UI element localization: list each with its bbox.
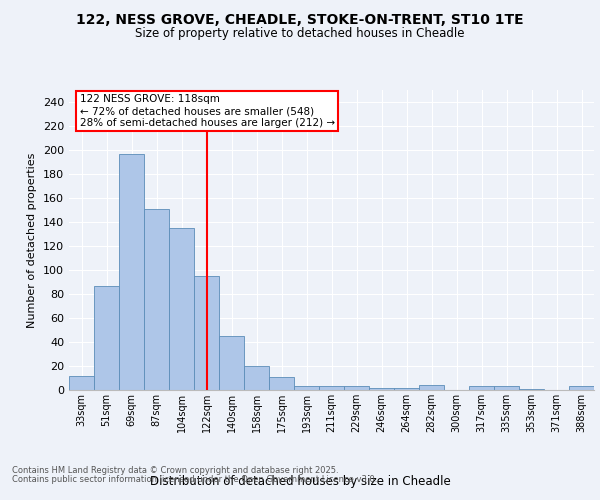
Text: 122, NESS GROVE, CHEADLE, STOKE-ON-TRENT, ST10 1TE: 122, NESS GROVE, CHEADLE, STOKE-ON-TRENT… (76, 12, 524, 26)
Bar (144, 209, 169, 390)
Bar (169, 228, 194, 390)
Bar (244, 366, 269, 390)
Bar (344, 386, 369, 390)
Bar (219, 336, 244, 390)
Bar (494, 386, 519, 390)
Bar (119, 154, 144, 390)
Bar (569, 386, 594, 390)
Bar (369, 388, 394, 390)
Bar (69, 376, 94, 390)
Bar (394, 388, 419, 390)
Bar (519, 389, 544, 390)
Bar (419, 385, 444, 390)
Text: Distribution of detached houses by size in Cheadle: Distribution of detached houses by size … (149, 474, 451, 488)
Y-axis label: Number of detached properties: Number of detached properties (28, 152, 37, 328)
Text: Contains public sector information licensed under the Open Government Licence v3: Contains public sector information licen… (12, 475, 377, 484)
Bar (294, 386, 319, 390)
Text: Size of property relative to detached houses in Cheadle: Size of property relative to detached ho… (135, 28, 465, 40)
Bar (194, 276, 219, 390)
Bar (94, 286, 119, 390)
Bar (269, 377, 294, 390)
Bar (469, 386, 494, 390)
Bar (319, 386, 344, 390)
Text: Contains HM Land Registry data © Crown copyright and database right 2025.: Contains HM Land Registry data © Crown c… (12, 466, 338, 475)
Text: 122 NESS GROVE: 118sqm
← 72% of detached houses are smaller (548)
28% of semi-de: 122 NESS GROVE: 118sqm ← 72% of detached… (79, 94, 335, 128)
